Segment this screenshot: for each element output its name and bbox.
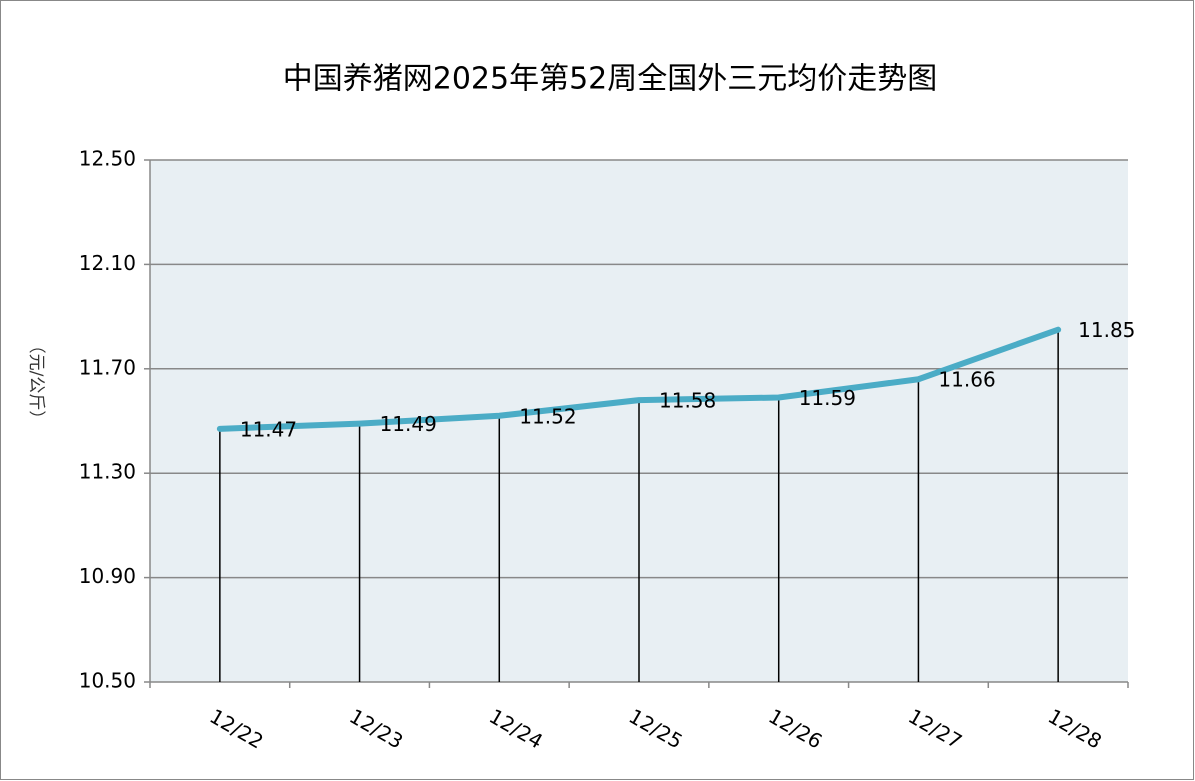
y-tick-label: 11.70 <box>79 355 136 379</box>
data-label: 11.47 <box>240 417 297 441</box>
data-label: 11.52 <box>519 404 576 428</box>
y-axis-title: （元/公斤） <box>26 337 46 428</box>
y-tick-label: 11.30 <box>79 460 136 484</box>
y-tick-label: 10.90 <box>79 564 136 588</box>
data-label: 11.49 <box>380 412 437 436</box>
data-label: 11.58 <box>659 389 716 413</box>
y-tick-label: 12.10 <box>79 251 136 275</box>
y-tick-label: 10.50 <box>79 669 136 693</box>
chart-title: 中国养猪网2025年第52周全国外三元均价走势图 <box>283 62 938 97</box>
data-label: 11.85 <box>1078 318 1135 342</box>
data-label: 11.66 <box>938 368 995 392</box>
y-tick-label: 12.50 <box>79 147 136 171</box>
data-label: 11.59 <box>799 386 856 410</box>
series-line <box>216 326 1062 432</box>
